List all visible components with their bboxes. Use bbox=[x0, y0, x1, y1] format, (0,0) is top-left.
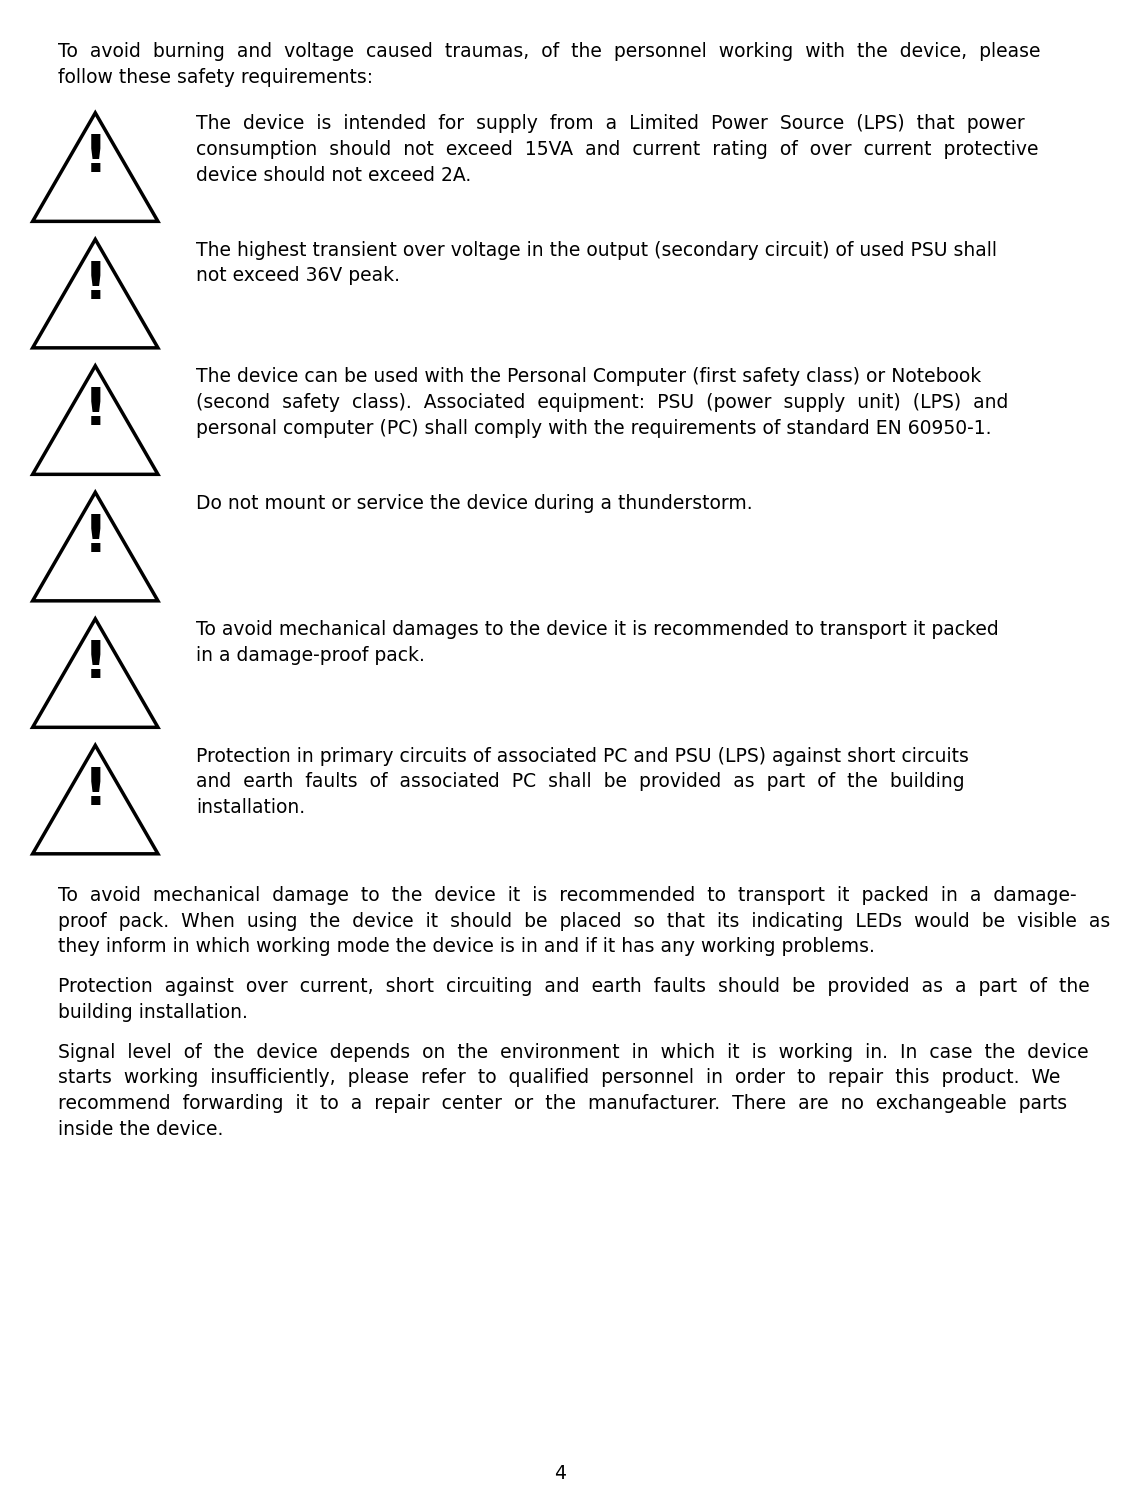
Text: consumption  should  not  exceed  15VA  and  current  rating  of  over  current : consumption should not exceed 15VA and c… bbox=[196, 140, 1039, 158]
Text: (second  safety  class).  Associated  equipment:  PSU  (power  supply  unit)  (L: (second safety class). Associated equipm… bbox=[196, 393, 1009, 411]
Text: !: ! bbox=[83, 134, 108, 184]
Text: and  earth  faults  of  associated  PC  shall  be  provided  as  part  of  the  : and earth faults of associated PC shall … bbox=[196, 772, 965, 791]
Text: The  device  is  intended  for  supply  from  a  Limited  Power  Source  (LPS)  : The device is intended for supply from a… bbox=[196, 115, 1025, 133]
Text: To  avoid  burning  and  voltage  caused  traumas,  of  the  personnel  working : To avoid burning and voltage caused trau… bbox=[58, 42, 1040, 62]
Text: personal computer (PC) shall comply with the requirements of standard EN 60950-1: personal computer (PC) shall comply with… bbox=[196, 419, 992, 437]
Text: follow these safety requirements:: follow these safety requirements: bbox=[58, 68, 373, 87]
Text: building installation.: building installation. bbox=[58, 1002, 248, 1022]
Text: To avoid mechanical damages to the device it is recommended to transport it pack: To avoid mechanical damages to the devic… bbox=[196, 619, 999, 639]
Text: starts  working  insufficiently,  please  refer  to  qualified  personnel  in  o: starts working insufficiently, please re… bbox=[58, 1068, 1060, 1088]
Text: The highest transient over voltage in the output (secondary circuit) of used PSU: The highest transient over voltage in th… bbox=[196, 241, 998, 259]
Text: To  avoid  mechanical  damage  to  the  device  it  is  recommended  to  transpo: To avoid mechanical damage to the device… bbox=[58, 886, 1077, 904]
Text: !: ! bbox=[83, 766, 108, 815]
Text: Protection  against  over  current,  short  circuiting  and  earth  faults  shou: Protection against over current, short c… bbox=[58, 977, 1090, 996]
Text: proof  pack.  When  using  the  device  it  should  be  placed  so  that  its  i: proof pack. When using the device it sho… bbox=[58, 912, 1111, 931]
Text: Signal  level  of  the  device  depends  on  the  environment  in  which  it  is: Signal level of the device depends on th… bbox=[58, 1043, 1088, 1061]
Text: in a damage-proof pack.: in a damage-proof pack. bbox=[196, 647, 425, 665]
Text: not exceed 36V peak.: not exceed 36V peak. bbox=[196, 267, 400, 285]
Text: installation.: installation. bbox=[196, 799, 305, 817]
Text: device should not exceed 2A.: device should not exceed 2A. bbox=[196, 166, 472, 184]
Text: Do not mount or service the device during a thunderstorm.: Do not mount or service the device durin… bbox=[196, 494, 753, 512]
Text: !: ! bbox=[83, 639, 108, 689]
Text: they inform in which working mode the device is in and if it has any working pro: they inform in which working mode the de… bbox=[58, 937, 876, 957]
Text: inside the device.: inside the device. bbox=[58, 1120, 224, 1139]
Text: 4: 4 bbox=[555, 1465, 566, 1483]
Text: !: ! bbox=[83, 386, 108, 437]
Text: !: ! bbox=[83, 512, 108, 564]
Text: The device can be used with the Personal Computer (first safety class) or Notebo: The device can be used with the Personal… bbox=[196, 368, 981, 386]
Text: !: ! bbox=[83, 259, 108, 310]
Text: Protection in primary circuits of associated PC and PSU (LPS) against short circ: Protection in primary circuits of associ… bbox=[196, 746, 969, 766]
Text: recommend  forwarding  it  to  a  repair  center  or  the  manufacturer.  There : recommend forwarding it to a repair cent… bbox=[58, 1094, 1067, 1114]
